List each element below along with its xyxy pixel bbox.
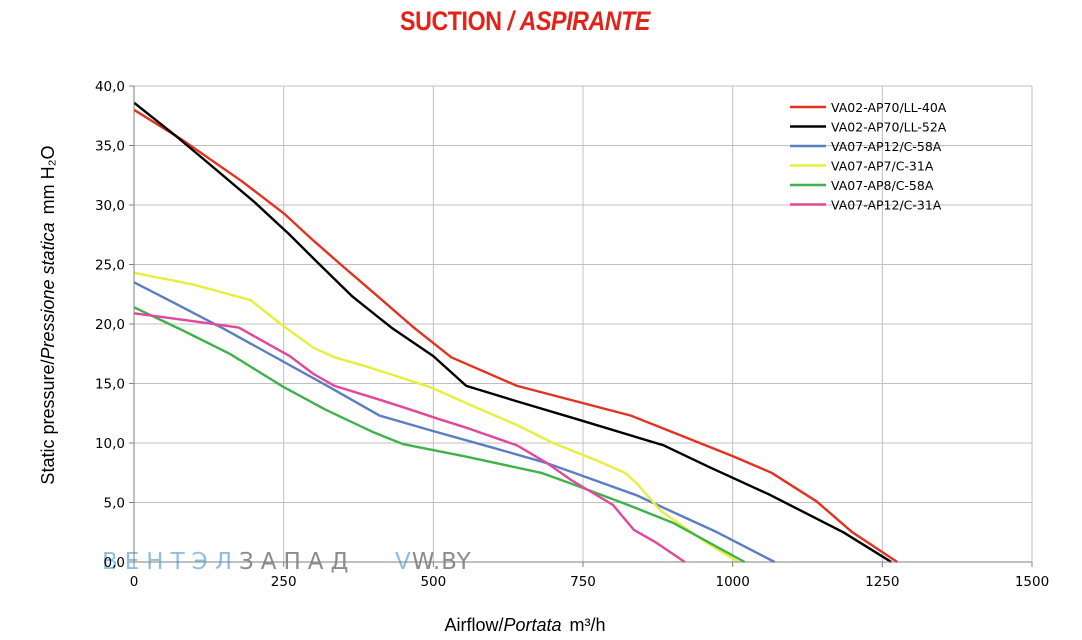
title-main: SUCTION [400,6,502,36]
legend-entry: VA07-AP12/C-58A [831,139,942,154]
x-tick-label: 1000 [715,574,749,590]
y-axis-label-main: Static pressure [38,365,58,485]
series-line-6 [133,312,686,563]
x-tick-label: 750 [570,574,596,590]
x-tick-label: 500 [420,574,446,590]
x-tick-label: 1500 [1015,574,1049,590]
y-tick-label: 20,0 [95,317,125,333]
x-axis-label: Airflow/Portata m³/h [444,615,605,635]
axes [129,85,1033,567]
x-axis-label-sep: / [498,615,503,635]
title-sub: ASPIRANTE [519,6,651,36]
y-axis-label-sep: / [38,359,58,364]
x-tick-labels: 0 250 500 750 1000 1250 1500 [130,574,1049,590]
y-tick-label: 40,0 [95,79,125,95]
x-tick-label: 0 [130,574,139,590]
legend-entry: VA02-AP70/LL-52A [831,120,947,135]
series-line-5 [133,306,746,564]
x-axis-label-italic: Portata [503,615,561,635]
legend-entry: VA07-AP8/C-58A [831,178,934,193]
x-axis-label-unit: m³/h [570,615,606,635]
x-tick-label: 250 [271,574,297,590]
y-tick-labels: 0,0 5,0 10,0 15,0 20,0 25,0 30,0 35,0 40,0 [95,79,125,571]
title-separator: / [507,6,514,36]
y-tick-label: 35,0 [95,139,125,155]
y-tick-label: 30,0 [95,198,125,214]
y-axis-label-unit: mm H₂O [38,145,58,214]
x-tick-label: 1250 [865,574,899,590]
y-tick-label: 10,0 [95,436,125,452]
y-tick-label: 25,0 [95,258,125,274]
y-tick-label: 15,0 [95,377,125,393]
series-lines [133,101,898,564]
y-tick-label: 5,0 [104,496,125,512]
grid-lines [134,85,1033,562]
y-axis-label: Static pressure/Pressione statica mm H₂O [38,145,58,484]
legend-entry: VA02-AP70/LL-40A [831,100,947,115]
legend: VA02-AP70/LL-40A VA02-AP70/LL-52A VA07-AP1… [790,100,947,213]
chart-title: SUCTION / ASPIRANTE [74,6,977,37]
series-line-4 [133,271,740,564]
y-axis-label-italic: Pressione statica [38,222,58,359]
y-tick-label: 0,0 [104,555,125,571]
legend-entry: VA07-AP7/C-31A [831,159,934,174]
series-line-1 [133,108,898,564]
legend-entry: VA07-AP12/C-31A [831,198,942,213]
x-axis-label-main: Airflow [444,615,499,635]
series-line-3 [133,281,776,564]
series-line-2 [133,101,892,564]
